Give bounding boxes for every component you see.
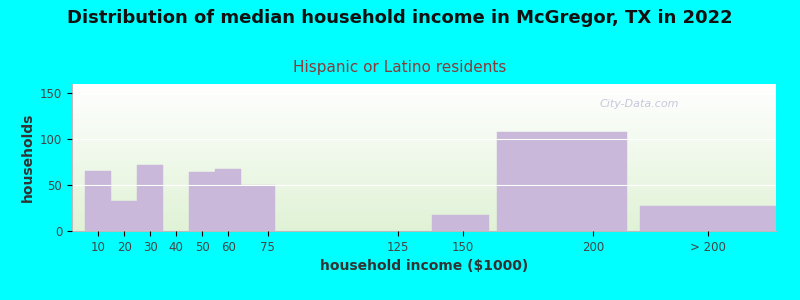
Text: Hispanic or Latino residents: Hispanic or Latino residents [294,60,506,75]
Bar [641,206,776,231]
Text: Distribution of median household income in McGregor, TX in 2022: Distribution of median household income … [67,9,733,27]
Bar [215,169,242,231]
Bar [497,132,627,231]
Text: City-Data.com: City-Data.com [600,99,679,109]
Bar [85,171,111,231]
Y-axis label: households: households [21,113,34,202]
Bar [111,201,137,231]
X-axis label: household income ($1000): household income ($1000) [320,259,528,273]
Bar [242,185,275,231]
Bar [432,215,489,231]
Bar [137,165,163,231]
Bar [190,172,215,231]
